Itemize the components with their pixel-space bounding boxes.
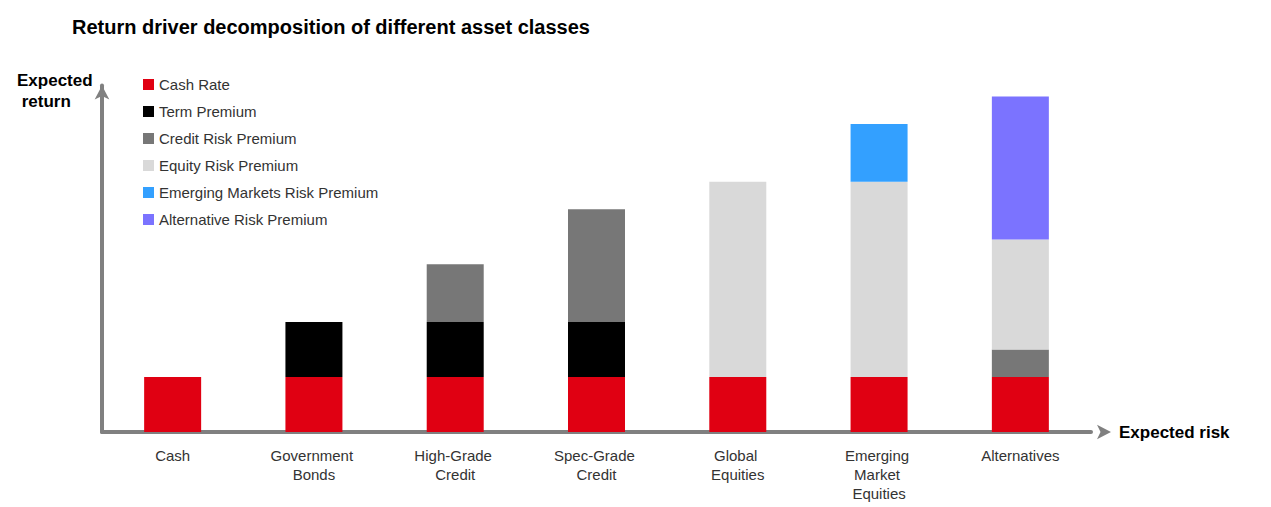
svg-text:High-Grade: High-Grade <box>414 447 496 464</box>
svg-text:Spec-Grade: Spec-Grade <box>554 447 639 464</box>
svg-text:Alternative Risk Premium: Alternative Risk Premium <box>159 211 327 228</box>
svg-text:Global: Global <box>714 447 762 464</box>
svg-text:Alternatives: Alternatives <box>981 447 1059 464</box>
svg-text:Bonds: Bonds <box>293 466 336 483</box>
svg-text:Return driver decomposition of: Return driver decomposition of different… <box>72 16 590 38</box>
svg-text:Credit Risk Premium: Credit Risk Premium <box>159 130 297 147</box>
svg-text:Emerging: Emerging <box>845 447 913 464</box>
svg-text:Equities: Equities <box>711 466 764 483</box>
svg-text:Credit: Credit <box>435 466 476 483</box>
svg-text:Equity Risk Premium: Equity Risk Premium <box>159 157 298 174</box>
svg-text:Expected risk: Expected risk <box>1119 423 1230 442</box>
svg-text:Cash Rate: Cash Rate <box>159 76 230 93</box>
svg-text:Credit: Credit <box>576 466 617 483</box>
svg-text:Equities: Equities <box>852 485 905 502</box>
svg-text:Expected: Expected <box>17 71 93 90</box>
svg-text:Emerging Markets Risk Premium: Emerging Markets Risk Premium <box>159 184 378 201</box>
svg-text:Government: Government <box>271 447 358 464</box>
svg-text:Term Premium: Term Premium <box>159 103 257 120</box>
svg-text:return: return <box>17 92 71 111</box>
svg-text:Cash: Cash <box>155 447 190 464</box>
svg-text:Market: Market <box>854 466 904 483</box>
